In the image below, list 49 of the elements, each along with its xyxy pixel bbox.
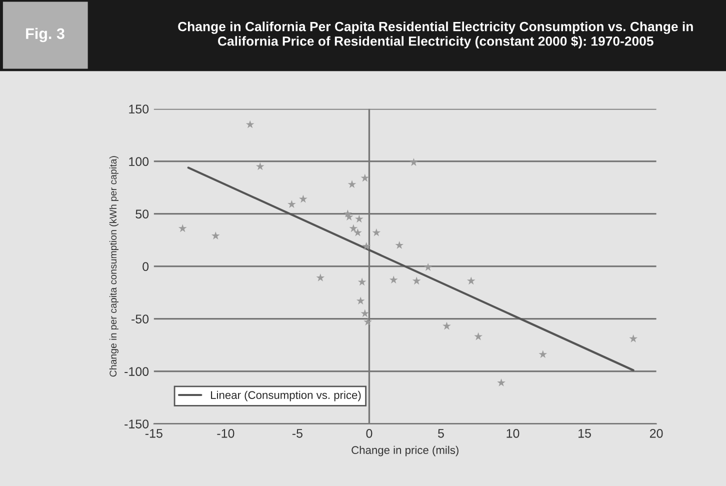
point — [256, 162, 264, 170]
legend-label: Linear (Consumption vs. price) — [211, 390, 361, 402]
point — [288, 200, 296, 208]
x-axis-title: Change in price (mils) — [352, 446, 458, 456]
point — [395, 240, 404, 249]
point — [360, 174, 370, 182]
point — [211, 231, 220, 240]
point — [629, 334, 638, 342]
y-tick-label: 50 — [136, 210, 149, 218]
point — [442, 322, 451, 330]
y-tick-label: -150 — [124, 420, 149, 428]
point — [246, 120, 254, 128]
point — [356, 296, 365, 305]
point — [497, 378, 506, 386]
x-tick-label: 10 — [506, 428, 520, 438]
point — [372, 228, 381, 236]
point — [360, 309, 370, 318]
point — [354, 228, 362, 236]
x-tick-label: -15 — [145, 429, 162, 438]
point — [412, 276, 421, 285]
point — [474, 332, 482, 340]
point — [362, 242, 371, 250]
point — [466, 276, 476, 285]
point — [348, 180, 356, 188]
y-tick-label: 150 — [129, 104, 149, 114]
point — [349, 224, 358, 232]
x-tick-label: -10 — [217, 428, 234, 438]
y-tick-label: -100 — [124, 367, 149, 376]
x-tick-label: 15 — [578, 429, 591, 438]
caption: Fig. 3 — [26, 28, 64, 42]
point — [355, 214, 364, 223]
point — [358, 278, 366, 286]
point — [364, 318, 372, 326]
point — [178, 224, 187, 232]
point — [538, 350, 548, 358]
x-tick-label: -5 — [292, 429, 302, 438]
y-tick-label: -50 — [132, 314, 149, 324]
x-tick-label: 20 — [650, 428, 663, 438]
point — [424, 262, 432, 271]
y-axis-title: Change in per capita consumption (kWh per capita) — [109, 156, 118, 377]
point — [299, 194, 308, 203]
point — [316, 273, 325, 282]
x-tick-label: 0 — [366, 428, 372, 438]
y-tick-label: 0 — [142, 262, 149, 271]
x-tick-label: 5 — [438, 429, 444, 438]
chart-title: Change in California Per Capita Residential Electricity Consumption vs. Change in California Price of Residential Electricity (constant 2000 $): 1970-2005 — [178, 22, 693, 48]
point — [389, 276, 398, 284]
y-tick-label: 100 — [129, 157, 149, 166]
point — [410, 158, 418, 166]
